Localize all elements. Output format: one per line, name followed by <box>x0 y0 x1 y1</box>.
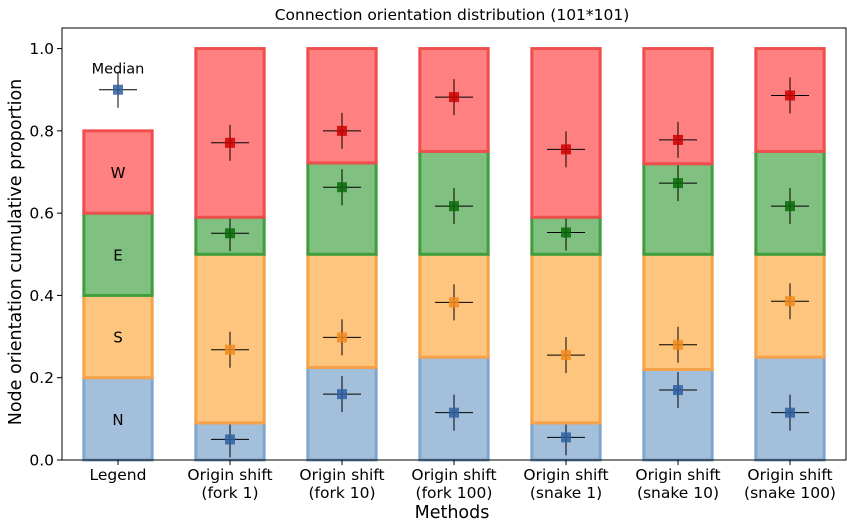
median-marker <box>659 165 697 202</box>
median-marker <box>659 121 697 158</box>
chart-title: Connection orientation distribution (101… <box>275 6 630 24</box>
median-dot <box>225 434 235 445</box>
x-tick-label-line: (snake 1) <box>530 484 602 502</box>
x-tick-label-line: (snake 10) <box>637 484 719 502</box>
median-marker <box>435 284 473 321</box>
x-tick-label-line: Origin shift <box>187 466 272 484</box>
median-dot <box>449 201 459 212</box>
median-dot <box>337 125 347 136</box>
x-tick-label: Origin shift (snake 10) <box>635 466 720 502</box>
median-marker <box>547 419 585 456</box>
x-tick-label: Origin shift (fork 100) <box>411 466 496 502</box>
y-tick-label: 0.2 <box>29 369 54 387</box>
median-dot <box>113 84 123 95</box>
median-marker <box>323 112 361 149</box>
x-tick-label-line: Origin shift <box>635 466 720 484</box>
median-marker <box>211 331 249 368</box>
bar-segment-w <box>82 129 154 215</box>
median-dot <box>785 201 795 212</box>
y-tick-label: 0.4 <box>29 287 54 305</box>
median-dot <box>561 350 571 361</box>
median-dot <box>785 296 795 307</box>
x-tick-label: Origin shift (snake 100) <box>744 466 836 502</box>
legend-segment-label: S <box>113 329 123 347</box>
x-tick-label: Origin shift (snake 1) <box>523 466 608 502</box>
x-tick-label-line: Origin shift <box>411 466 496 484</box>
y-tick-label: 0.8 <box>29 122 54 140</box>
median-marker <box>771 188 809 225</box>
x-tick-label-line: Origin shift <box>747 466 832 484</box>
y-tick-label: 0.0 <box>29 452 54 470</box>
median-dot <box>561 144 571 155</box>
median-marker <box>211 421 249 458</box>
median-marker <box>435 79 473 116</box>
median-marker <box>211 124 249 161</box>
median-marker <box>547 131 585 168</box>
bar-segment-s <box>530 252 602 425</box>
legend-median-label: Median <box>92 62 145 78</box>
median-marker <box>659 372 697 409</box>
bar-segment-e <box>418 149 490 256</box>
median-dot <box>337 389 347 400</box>
x-tick-label-line: Origin shift <box>523 466 608 484</box>
median-dot <box>449 407 459 418</box>
x-tick-label-line: Legend <box>90 466 147 484</box>
legend-segment-label: W <box>111 164 126 182</box>
median-marker <box>771 394 809 431</box>
median-dot <box>785 90 795 101</box>
x-tick-label-line: (fork 10) <box>308 484 375 502</box>
median-marker <box>771 283 809 320</box>
median-dot <box>225 137 235 148</box>
median-dot <box>449 92 459 103</box>
legend-median-marker <box>99 71 137 108</box>
median-marker <box>547 337 585 374</box>
median-marker <box>435 394 473 431</box>
median-marker <box>211 215 249 252</box>
median-marker <box>435 188 473 225</box>
y-tick-label: 1.0 <box>29 40 54 58</box>
bar-segment-w <box>306 47 378 165</box>
x-tick-label: Origin shift (fork 1) <box>187 466 272 502</box>
bar-segment-s <box>82 293 154 380</box>
median-marker <box>547 214 585 251</box>
x-axis-label: Methods <box>415 503 490 523</box>
median-dot <box>561 227 571 238</box>
median-dot <box>449 297 459 308</box>
median-marker <box>771 77 809 114</box>
x-tick-label-line: (fork 100) <box>416 484 493 502</box>
legend-segment-label: E <box>113 246 122 264</box>
median-dot <box>673 178 683 189</box>
x-tick-label: Origin shift (fork 10) <box>299 466 384 502</box>
legend-segment-label: N <box>112 411 123 429</box>
median-dot <box>561 432 571 443</box>
x-tick-label-line: Origin shift <box>299 466 384 484</box>
median-dot <box>673 385 683 396</box>
median-dot <box>225 344 235 355</box>
median-dot <box>337 332 347 343</box>
median-dot <box>673 134 683 145</box>
median-dot <box>225 228 235 239</box>
median-dot <box>673 339 683 350</box>
median-marker <box>323 169 361 206</box>
median-marker <box>659 326 697 363</box>
y-axis-label: Node orientation cumulative proportion <box>6 79 26 426</box>
median-marker <box>323 376 361 413</box>
x-tick-label-line: (fork 1) <box>201 484 258 502</box>
median-marker <box>323 319 361 356</box>
y-tick-label: 0.6 <box>29 205 54 223</box>
median-dot <box>337 182 347 193</box>
x-tick-label: Legend <box>90 466 147 484</box>
x-tick-label-line: (snake 100) <box>744 484 836 502</box>
plot-area: N S E W Median 0.0 0.2 0.4 0.6 0.8 1.0 Legend Origin… <box>29 27 847 502</box>
median-dot <box>785 407 795 418</box>
